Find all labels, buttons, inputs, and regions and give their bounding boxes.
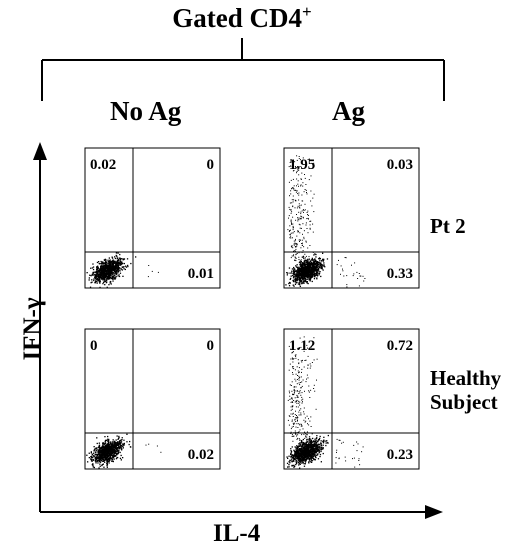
quadrant-value-lr: 0.02 xyxy=(187,447,214,463)
dot-plot-frame xyxy=(283,328,420,470)
panels-group xyxy=(84,147,420,470)
row-label-healthy-subject: Healthy Subject xyxy=(430,366,501,414)
quadrant-value-ul: 1.95 xyxy=(289,157,316,173)
row-label-pt2: Pt 2 xyxy=(430,214,466,238)
dot-plot-frame xyxy=(84,147,221,289)
quadrant-value-ul: 1.12 xyxy=(289,338,316,354)
row-label-line: Subject xyxy=(430,390,498,414)
cell-population-dots xyxy=(86,433,162,469)
quadrant-value-ur: 0 xyxy=(206,157,215,173)
title-text: Gated CD4 xyxy=(172,3,303,33)
y-axis-label: IFN-γ xyxy=(19,297,46,361)
quadrant-value-lr: 0.33 xyxy=(386,266,413,282)
quadrant-value-ur: 0.03 xyxy=(386,157,413,173)
x-axis-label: IL-4 xyxy=(213,520,261,547)
cell-population-dots xyxy=(286,336,364,469)
figure-title: Gated CD4+ xyxy=(0,2,484,34)
quadrant-value-ur: 0.72 xyxy=(386,338,413,354)
column-heading-no-ag: No Ag xyxy=(110,96,182,126)
cell-population-dots xyxy=(86,252,159,289)
quadrant-value-ul: 0.02 xyxy=(90,157,117,173)
dot-plot-frame xyxy=(283,147,420,289)
dot-plot-frame xyxy=(84,328,221,470)
x-axis-arrowhead xyxy=(425,505,443,519)
quadrant-value-lr: 0.23 xyxy=(386,447,413,463)
row-label-line: Healthy xyxy=(430,366,502,390)
row-label-line: Pt 2 xyxy=(430,214,466,238)
quadrant-value-lr: 0.01 xyxy=(187,266,214,282)
column-heading-ag: Ag xyxy=(332,96,365,126)
title-superscript: + xyxy=(302,2,312,21)
cell-population-dots xyxy=(285,155,366,288)
quadrant-value-ur: 0 xyxy=(206,338,215,354)
y-axis-arrowhead xyxy=(33,142,47,160)
quadrant-value-ul: 0 xyxy=(90,338,98,354)
